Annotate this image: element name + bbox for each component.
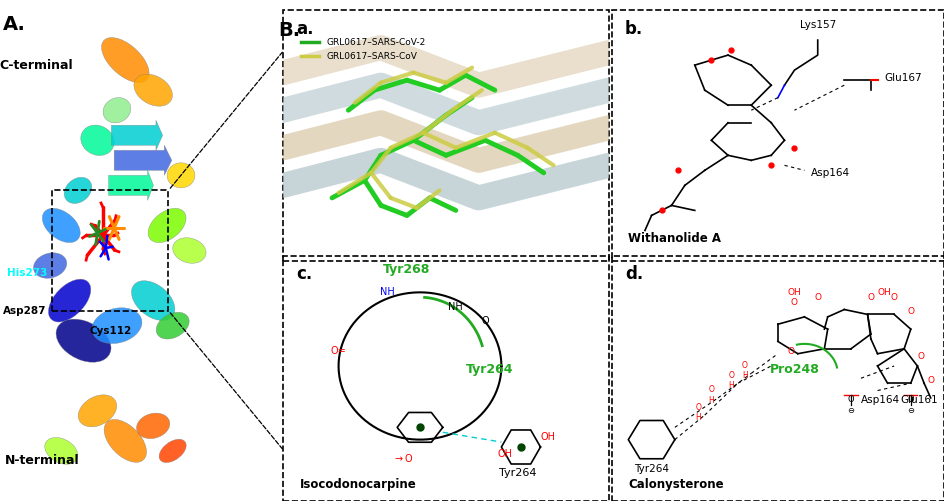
Ellipse shape: [134, 74, 173, 106]
Ellipse shape: [104, 419, 146, 462]
Text: O
H: O H: [708, 385, 715, 405]
Text: N-terminal: N-terminal: [5, 454, 79, 467]
Text: O: O: [868, 293, 874, 302]
Ellipse shape: [148, 208, 186, 242]
Text: O: O: [787, 347, 795, 356]
Text: NH: NH: [448, 302, 464, 312]
Text: O: O: [481, 316, 489, 326]
Text: O: O: [815, 293, 821, 302]
Ellipse shape: [103, 98, 131, 123]
Text: Glu161: Glu161: [901, 395, 938, 405]
Text: Withanolide A: Withanolide A: [629, 232, 721, 245]
Text: Asp164: Asp164: [861, 395, 900, 405]
Text: c.: c.: [296, 266, 312, 284]
Text: O=: O=: [330, 346, 346, 356]
FancyArrow shape: [114, 145, 172, 175]
Text: a.: a.: [296, 20, 313, 38]
Text: O
⊖: O ⊖: [907, 395, 915, 415]
Ellipse shape: [44, 437, 77, 464]
Ellipse shape: [48, 279, 91, 322]
Text: Asp287: Asp287: [3, 306, 46, 316]
Text: Asp164: Asp164: [811, 168, 851, 178]
Text: OH: OH: [541, 432, 555, 441]
Text: Cys112: Cys112: [89, 326, 131, 336]
Text: $\rightarrow$O: $\rightarrow$O: [393, 452, 414, 464]
FancyArrow shape: [109, 170, 154, 200]
Ellipse shape: [173, 238, 206, 263]
Text: O: O: [890, 293, 898, 302]
Text: b.: b.: [625, 20, 643, 38]
Ellipse shape: [64, 177, 92, 203]
Text: Glu167: Glu167: [885, 73, 921, 83]
Ellipse shape: [131, 281, 175, 321]
Text: Isocodonocarpine: Isocodonocarpine: [299, 478, 416, 491]
Ellipse shape: [92, 308, 142, 344]
Text: d.: d.: [625, 266, 643, 284]
Text: O: O: [791, 298, 798, 307]
Text: OH: OH: [497, 449, 513, 459]
FancyArrow shape: [111, 120, 162, 150]
Ellipse shape: [42, 208, 80, 242]
Text: C-terminal: C-terminal: [0, 59, 73, 72]
Text: OH: OH: [877, 288, 891, 297]
Ellipse shape: [156, 312, 189, 339]
Text: His273: His273: [7, 268, 47, 278]
Text: A.: A.: [3, 15, 25, 34]
Ellipse shape: [78, 395, 117, 427]
Text: Lys157: Lys157: [800, 20, 835, 30]
Ellipse shape: [56, 319, 111, 362]
Text: Tyr264: Tyr264: [634, 463, 669, 473]
Text: OH: OH: [787, 288, 801, 297]
Text: Tyr264: Tyr264: [499, 468, 536, 478]
Ellipse shape: [33, 253, 67, 278]
Text: O: O: [927, 376, 935, 385]
Text: NH: NH: [380, 287, 395, 297]
Ellipse shape: [81, 125, 114, 155]
Text: O
H: O H: [742, 361, 748, 380]
Ellipse shape: [102, 38, 149, 83]
Text: Tyr264: Tyr264: [465, 363, 514, 376]
Text: O: O: [918, 352, 924, 361]
Text: Tyr268: Tyr268: [383, 263, 430, 276]
Ellipse shape: [160, 439, 186, 462]
Text: O: O: [907, 308, 915, 317]
Text: Pro248: Pro248: [769, 363, 819, 376]
Ellipse shape: [137, 413, 170, 438]
Ellipse shape: [167, 163, 194, 188]
Text: O
H: O H: [729, 371, 734, 390]
Legend: GRL0617–SARS-CoV-2, GRL0617–SARS-CoV: GRL0617–SARS-CoV-2, GRL0617–SARS-CoV: [297, 35, 430, 64]
Text: O
⊖: O ⊖: [848, 395, 854, 415]
Text: O
H: O H: [695, 403, 701, 422]
Text: Calonysterone: Calonysterone: [629, 478, 724, 491]
Text: B.: B.: [278, 21, 300, 40]
